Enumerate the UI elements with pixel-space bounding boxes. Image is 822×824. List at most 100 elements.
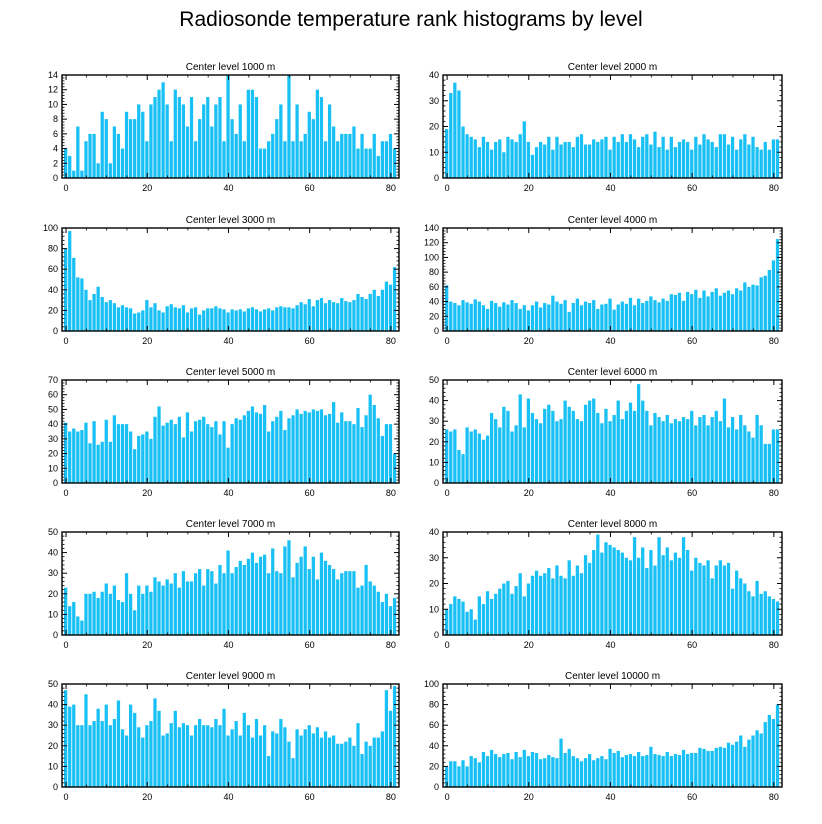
histogram-bar <box>583 404 588 483</box>
histogram-bar <box>323 141 328 178</box>
histogram-bar <box>457 305 461 331</box>
histogram-bar <box>743 134 747 178</box>
histogram-panel: Center level 6000 m 0 10 20 30 40 50 0 20 40 60 80 <box>429 367 783 498</box>
histogram-bar <box>563 400 567 483</box>
histogram-bar <box>307 412 311 483</box>
histogram-bar <box>498 306 502 331</box>
histogram-bar <box>222 309 226 331</box>
y-tick-label: 20 <box>429 122 439 132</box>
histogram-bar <box>690 753 694 787</box>
histogram-bar <box>686 754 690 787</box>
x-tick-label: 0 <box>64 640 69 650</box>
y-tick-label: 40 <box>429 741 439 751</box>
histogram-bar <box>498 139 502 179</box>
histogram-bar <box>352 745 356 787</box>
histogram-bar <box>185 126 190 178</box>
histogram-bar <box>563 753 567 787</box>
histogram-bar <box>368 581 372 635</box>
x-tick-label: 60 <box>687 183 697 193</box>
histogram-bar <box>681 417 686 483</box>
histogram-bar <box>494 593 498 635</box>
histogram-bar <box>620 301 624 331</box>
histogram-bar <box>551 757 555 787</box>
y-tick-label: 10 <box>429 604 439 614</box>
histogram-bar <box>624 141 629 178</box>
histogram-bar <box>193 725 198 787</box>
histogram-bar <box>657 417 661 483</box>
histogram-bar <box>608 748 612 787</box>
histogram-bar <box>80 430 84 483</box>
histogram-bar <box>669 136 673 178</box>
histogram-bar <box>608 298 612 331</box>
y-tick-label: 50 <box>48 527 58 537</box>
histogram-bar <box>771 139 776 179</box>
histogram-bar <box>120 148 125 178</box>
histogram-bar <box>161 735 165 787</box>
histogram-bar <box>100 591 104 635</box>
histogram-bar <box>743 583 747 635</box>
histogram-bar <box>100 441 104 483</box>
histogram-bar <box>372 737 376 787</box>
histogram-bar <box>234 418 238 483</box>
histogram-bar <box>628 134 633 178</box>
histogram-bar <box>141 111 145 178</box>
histogram-panel: Center level 4000 m 0 20 40 60 80 100 120 140 0 20… <box>424 215 783 346</box>
histogram-bar <box>469 609 473 635</box>
histogram-bar <box>767 596 771 636</box>
histogram-bar <box>230 573 234 635</box>
histogram-bar <box>669 423 673 483</box>
histogram-bar <box>116 700 121 787</box>
histogram-bar <box>453 761 457 787</box>
histogram-bar <box>547 136 551 178</box>
histogram-bar <box>84 422 88 483</box>
panel-title: Center level 7000 m <box>186 519 276 530</box>
histogram-bar <box>718 421 722 483</box>
histogram-bar <box>254 97 259 178</box>
histogram-bar <box>502 583 506 635</box>
histogram-bar <box>250 307 255 331</box>
x-tick-label: 40 <box>223 336 233 346</box>
histogram-bar <box>665 300 669 331</box>
histogram-bar <box>718 746 722 787</box>
histogram-bar <box>88 443 92 483</box>
histogram-bar <box>714 288 718 331</box>
histogram-bar <box>624 410 629 483</box>
histogram-bar <box>332 569 336 635</box>
histogram-bar <box>376 418 380 483</box>
histogram-bar <box>657 537 661 635</box>
histogram-bar <box>80 620 84 635</box>
histogram-bar <box>489 598 494 635</box>
histogram-bar <box>612 547 616 635</box>
histogram-bar <box>628 297 633 331</box>
histogram-bar <box>332 302 336 331</box>
x-tick-label: 60 <box>305 640 315 650</box>
histogram-bar <box>226 735 230 787</box>
histogram-bar <box>579 573 584 635</box>
histogram-bar <box>344 301 348 331</box>
histogram-bar <box>303 304 307 331</box>
histogram-bar <box>453 303 457 331</box>
histogram-bar <box>694 136 698 178</box>
histogram-bar <box>307 111 311 178</box>
histogram-bar <box>547 404 551 483</box>
histogram-bar <box>559 419 563 483</box>
histogram-bar <box>628 402 633 483</box>
histogram-bar <box>506 580 510 635</box>
histogram-bar <box>763 141 767 178</box>
histogram-bar <box>153 698 157 787</box>
histogram-bar <box>177 416 181 483</box>
histogram-bar <box>137 435 141 483</box>
y-tick-label: 10 <box>429 147 439 157</box>
histogram-bar <box>299 735 303 787</box>
histogram-bar <box>518 134 522 178</box>
histogram-bar <box>559 575 563 635</box>
histogram-bar <box>673 552 678 635</box>
histogram-bar <box>234 133 238 178</box>
histogram-bar <box>364 741 368 787</box>
y-tick-label: 30 <box>429 96 439 106</box>
histogram-panel: Center level 2000 m 0 10 20 30 40 0 20 40 60 80 <box>429 62 783 193</box>
histogram-bar <box>360 754 364 787</box>
histogram-bar <box>319 298 324 331</box>
x-tick-label: 0 <box>445 640 450 650</box>
